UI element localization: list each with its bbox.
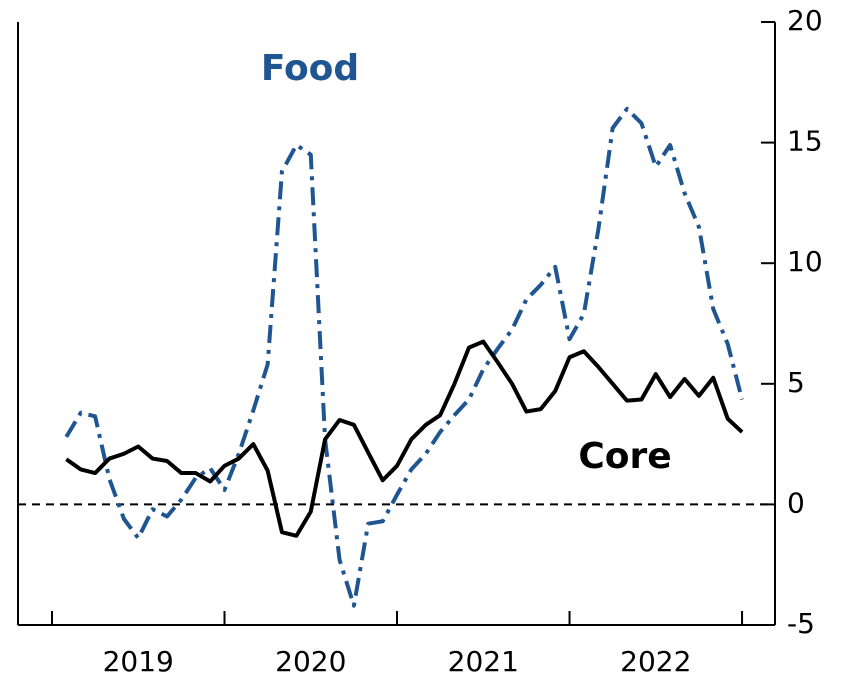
series-line	[65, 339, 744, 538]
y-tick-label: 15	[787, 125, 823, 158]
x-tick-label: 2021	[448, 645, 519, 678]
x-tick-label: 2019	[103, 645, 174, 678]
y-tick-label: 0	[787, 486, 805, 519]
y-tick-label: 10	[787, 245, 823, 278]
y-tick-label: -5	[787, 607, 815, 640]
y-tick-label: 20	[787, 4, 823, 37]
x-tick-label: 2020	[275, 645, 346, 678]
series-label: Core	[578, 436, 671, 477]
x-tick-label: 2022	[620, 645, 691, 678]
y-tick-label: 5	[787, 366, 805, 399]
series-line	[64, 106, 744, 608]
series-label: Food	[261, 48, 359, 89]
